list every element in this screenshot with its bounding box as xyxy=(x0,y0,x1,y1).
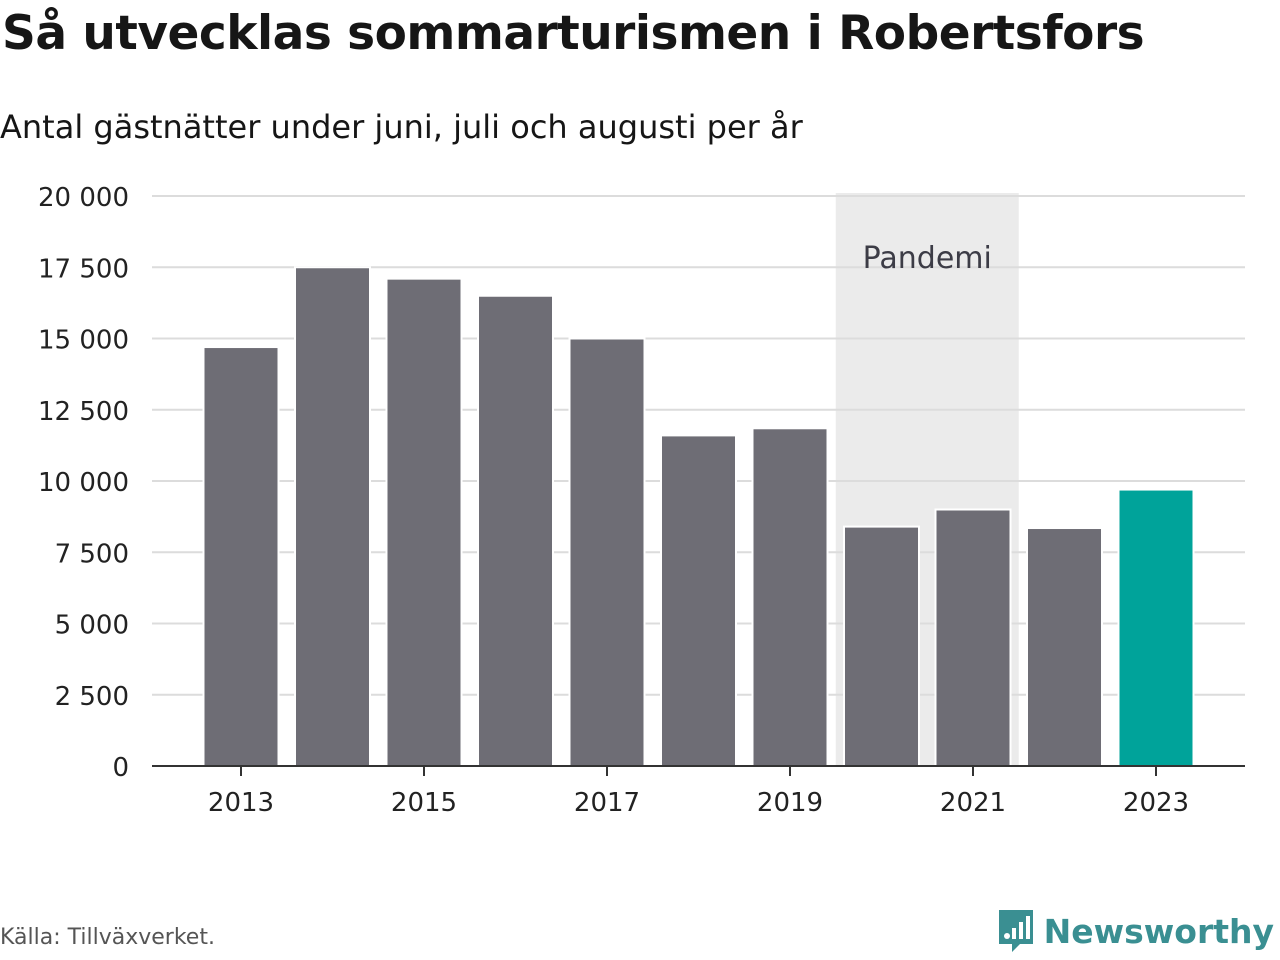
x-tick-label: 2017 xyxy=(574,788,640,818)
bar-2022 xyxy=(1026,527,1103,768)
y-tick-label: 17 500 xyxy=(38,254,129,284)
y-tick-label: 12 500 xyxy=(38,397,129,427)
y-tick-label: 7 500 xyxy=(55,539,129,569)
bar-2021 xyxy=(934,508,1012,767)
pandemic-label: Pandemi xyxy=(863,241,992,276)
y-tick-label: 2 500 xyxy=(55,682,129,712)
y-tick-label: 5 000 xyxy=(55,611,129,641)
x-tick-label: 2013 xyxy=(208,788,274,818)
bar-2015 xyxy=(385,277,463,767)
y-tick-label: 0 xyxy=(112,753,129,783)
brand-logo: Newsworthy xyxy=(996,908,1274,954)
x-tick-label: 2015 xyxy=(391,788,457,818)
y-tick-label: 10 000 xyxy=(38,468,129,498)
bar-2019 xyxy=(751,427,829,767)
bar-2018 xyxy=(660,434,737,767)
y-tick-label: 15 000 xyxy=(38,326,129,356)
x-tick-label: 2019 xyxy=(757,788,823,818)
bar-2020 xyxy=(843,525,920,767)
source-note: Källa: Tillväxverket. xyxy=(0,925,215,950)
x-tick-label: 2021 xyxy=(940,788,1006,818)
bar-2023 xyxy=(1117,488,1195,767)
newsworthy-logo-icon xyxy=(998,910,1033,952)
y-tick-label: 20 000 xyxy=(38,183,129,213)
bar-2016 xyxy=(477,294,554,767)
chart-subtitle: Antal gästnätter under juni, juli och au… xyxy=(0,108,803,146)
chart-title: Så utvecklas sommarturismen i Robertsfor… xyxy=(2,6,1145,61)
bar-2014 xyxy=(294,266,371,767)
bar-2013 xyxy=(202,346,280,767)
bar-2017 xyxy=(568,337,646,767)
x-tick-label: 2023 xyxy=(1123,788,1189,818)
brand-name: Newsworthy xyxy=(1043,911,1274,951)
